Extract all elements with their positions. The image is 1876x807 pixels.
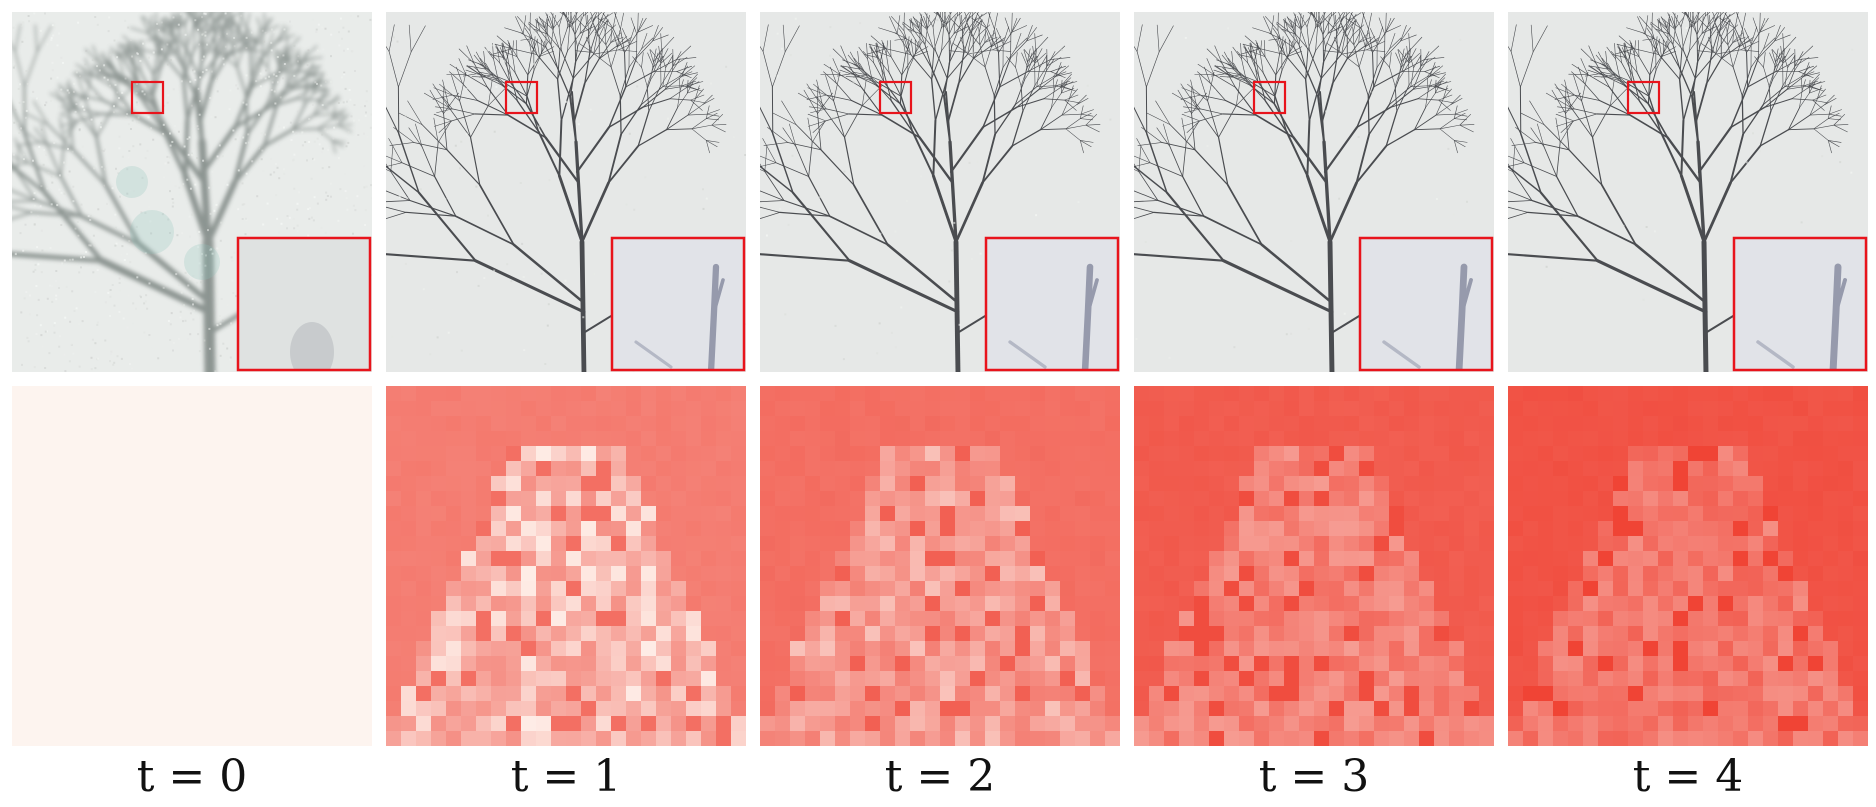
tree-photo-t0: [12, 12, 372, 372]
timestep-label-t0: t = 0: [136, 751, 248, 802]
highlight-box-small: [504, 80, 539, 115]
timestep-label-t3: t = 3: [1258, 751, 1370, 802]
timestep-label-t1: t = 1: [510, 751, 622, 802]
tree-photo-t4: [1508, 12, 1868, 372]
tree-photo-t3: [1134, 12, 1494, 372]
highlight-box-small: [1626, 80, 1661, 115]
timestep-label-t4: t = 4: [1632, 751, 1744, 802]
tree-photo-t1: [386, 12, 746, 372]
attention-heatmap-t4: [1508, 386, 1868, 746]
zoom-inset: [986, 238, 1119, 371]
timestep-label-t2: t = 2: [884, 751, 996, 802]
highlight-box-small: [130, 80, 165, 115]
zoom-inset: [1360, 238, 1493, 371]
zoom-inset: [612, 238, 745, 371]
tree-photo-t2: [760, 12, 1120, 372]
attention-heatmap-t0: [12, 386, 372, 746]
attention-heatmap-t3: [1134, 386, 1494, 746]
attention-heatmap-t1: [386, 386, 746, 746]
zoom-inset: [1734, 238, 1867, 371]
highlight-box-small: [878, 80, 913, 115]
attention-heatmap-t2: [760, 386, 1120, 746]
zoom-inset: [238, 238, 371, 371]
highlight-box-small: [1252, 80, 1287, 115]
